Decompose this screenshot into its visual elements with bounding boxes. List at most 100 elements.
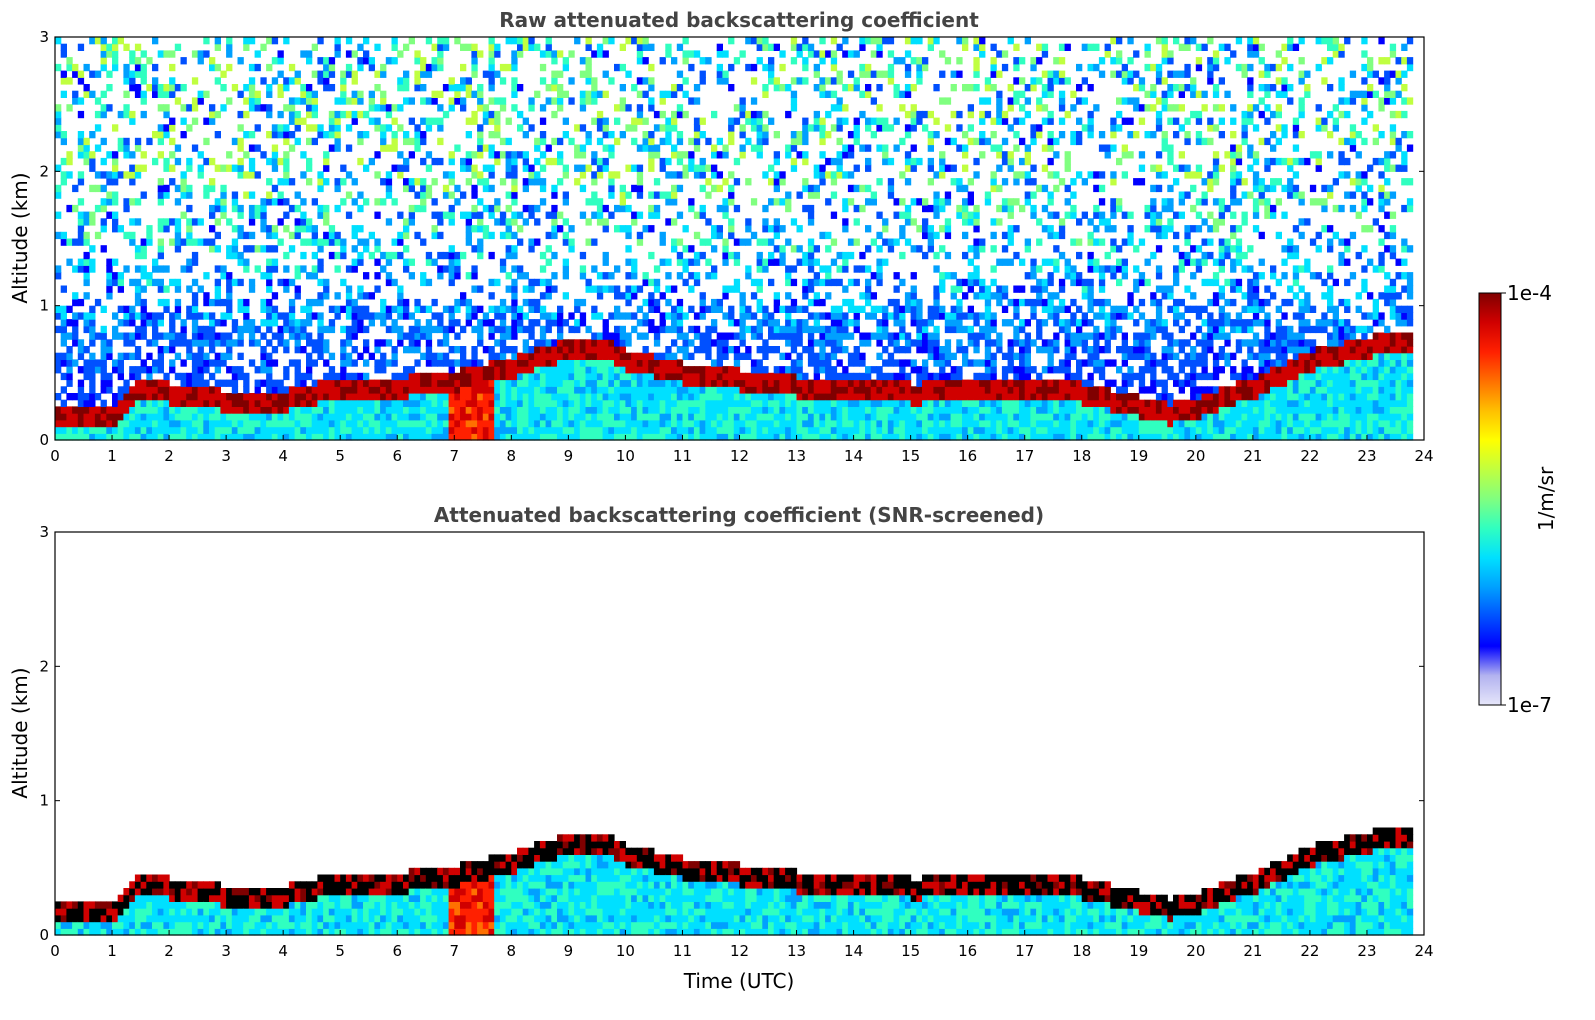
heatmap-cell [933,37,940,45]
heatmap-cell [134,426,142,434]
heatmap-cell [551,57,558,65]
heatmap-cell [460,77,467,85]
heatmap-cell [819,231,826,240]
heatmap-cell [488,305,495,313]
heatmap-cell [659,164,666,172]
heatmap-cell [836,406,843,414]
heatmap-cell [785,292,792,300]
heatmap-cell [277,393,284,401]
heatmap-cell [414,57,421,65]
heatmap-cell [420,70,427,78]
heatmap-cell [494,70,501,78]
heatmap-cell [608,366,615,374]
heatmap-cell [927,178,934,186]
heatmap-cell [505,359,512,367]
heatmap-cell [340,251,347,260]
heatmap-cell [163,285,170,293]
heatmap-cell [163,90,170,98]
heatmap-cell [768,57,775,65]
heatmap-cell [357,426,364,434]
heatmap-cell [368,433,375,441]
heatmap-cell [528,366,535,374]
heatmap-cell [254,63,261,72]
heatmap-cell [796,406,803,414]
heatmap-cell [636,319,644,327]
heatmap-cell [414,325,421,334]
heatmap-cell [391,372,398,381]
heatmap-cell [522,178,529,186]
heatmap-cell [950,164,957,172]
heatmap-cell [511,346,518,354]
heatmap-cell [927,157,934,166]
heatmap-cell [186,225,193,233]
heatmap-cell [191,251,199,260]
heatmap-cell [711,164,718,172]
heatmap-cell [140,379,147,387]
heatmap-cell [636,77,644,85]
heatmap-cell [733,285,741,293]
heatmap-cell [534,137,541,146]
heatmap-cell [591,157,598,166]
heatmap-cell [802,117,809,125]
heatmap-cell [203,413,210,421]
heatmap-cell [254,245,261,253]
heatmap-cell [671,191,678,199]
heatmap-cell [311,70,318,78]
heatmap-cell [711,231,718,240]
heatmap-cell [209,406,216,414]
heatmap-cell [499,352,507,360]
heatmap-cell [163,124,170,132]
heatmap-cell [756,110,763,119]
heatmap-cell [574,37,581,45]
heatmap-cell [648,413,655,421]
heatmap-cell [157,366,164,374]
heatmap-cell [887,245,895,253]
heatmap-cell [899,305,906,313]
heatmap-cell [716,204,723,213]
heatmap-cell [140,312,147,320]
heatmap-cell [60,285,67,293]
heatmap-cell [197,50,204,58]
heatmap-cell [511,393,518,401]
heatmap-cell [231,419,239,428]
heatmap-cell [72,97,79,105]
heatmap-cell [882,372,889,381]
heatmap-cell [545,346,552,354]
heatmap-cell [636,104,644,112]
heatmap-cell [123,379,130,387]
heatmap-cell [648,319,655,327]
heatmap-cell [482,312,490,320]
heatmap-cell [836,124,843,132]
heatmap-cell [363,406,370,414]
heatmap-column [431,43,438,441]
heatmap-cell [494,339,501,347]
heatmap-cell [408,346,415,354]
heatmap-cell [825,77,832,85]
heatmap-cell [374,117,381,125]
heatmap-cell [568,312,575,320]
heatmap-cell [363,339,370,347]
heatmap-cell [711,399,718,407]
heatmap-cell [568,372,575,381]
heatmap-column [294,70,301,441]
heatmap-cell [482,110,490,119]
heatmap-cell [562,413,569,421]
heatmap-cell [112,211,119,219]
heatmap-cell [517,50,524,58]
heatmap-cell [762,406,769,414]
heatmap-cell [882,305,889,313]
heatmap-cell [916,245,923,253]
heatmap-cell [277,131,284,139]
heatmap-cell [431,43,438,51]
heatmap-cell [813,366,820,374]
heatmap-cell [739,399,746,407]
heatmap-cell [585,278,592,287]
heatmap-cell [112,426,119,434]
heatmap-cell [596,413,604,421]
heatmap-cell [448,372,455,381]
heatmap-cell [882,124,889,132]
heatmap-column [146,57,153,441]
heatmap-cell [123,43,130,51]
heatmap-cell [306,393,313,401]
heatmap-cell [397,379,404,387]
